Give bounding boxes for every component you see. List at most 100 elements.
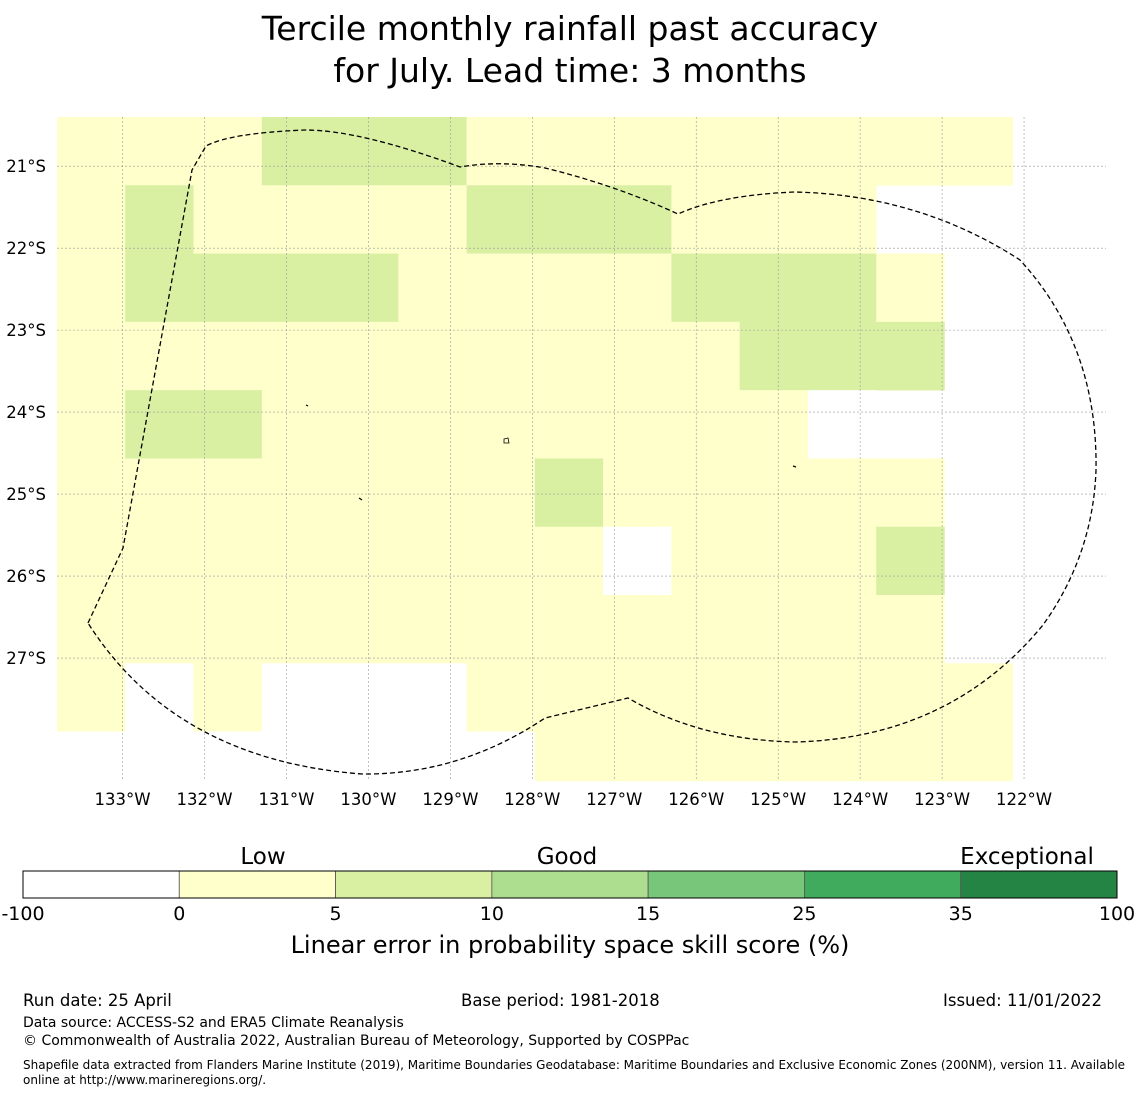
skill-cell [603, 321, 672, 391]
skill-cell [193, 731, 263, 782]
chart-title-line1: Tercile monthly rainfall past accuracy [261, 9, 879, 48]
skill-cell [57, 458, 126, 528]
skill-cell [534, 594, 604, 664]
lon-tick-label: 125°W [750, 790, 806, 809]
lat-tick-label: 26°S [6, 567, 46, 586]
skill-cell [807, 117, 877, 186]
skill-cell [466, 390, 536, 459]
chart-title-line2: for July. Lead time: 3 months [333, 51, 807, 90]
skill-cell [330, 594, 399, 664]
colorbar-segment [804, 870, 962, 899]
skill-cell [671, 594, 740, 664]
skill-cell [398, 594, 467, 664]
run-date: Run date: 25 April [23, 991, 172, 1010]
skill-cell [807, 253, 877, 323]
skill-cell [671, 390, 740, 459]
lon-tick-label: 126°W [668, 790, 724, 809]
lon-tick-label: 128°W [504, 790, 560, 809]
lat-tick-label: 25°S [6, 485, 46, 504]
skill-cell [603, 594, 672, 664]
colorbar-category-label: Low [240, 844, 285, 870]
colorbar-segment [22, 870, 180, 899]
island-outline [503, 437, 510, 444]
skill-cell [57, 253, 126, 323]
skill-cell [193, 185, 263, 254]
skill-cell [398, 321, 467, 391]
skill-cell [193, 663, 263, 732]
skill-cell [534, 117, 604, 186]
island-outline [792, 465, 797, 468]
skill-cell [671, 458, 740, 528]
skill-cell [807, 594, 877, 664]
eez-boundary [87, 129, 1097, 775]
skill-cell [603, 390, 672, 459]
skill-cell [603, 458, 672, 528]
data-source: Data source: ACCESS-S2 and ERA5 Climate … [23, 1015, 404, 1031]
skill-cell [398, 253, 467, 323]
longitude-tick-labels: 133°W 132°W 131°W 130°W 129°W 128°W 127°W 126°W… [95, 790, 1053, 809]
graticule [57, 117, 1106, 781]
skill-cell [944, 117, 1014, 186]
skill-cell [807, 663, 877, 732]
skill-cell [398, 458, 467, 528]
skill-cell [125, 390, 194, 459]
skill-cell [125, 526, 194, 596]
skill-cell [193, 594, 263, 664]
shapefile-credit: Shapefile data extracted from Flanders M… [23, 1058, 1126, 1087]
skill-cell [398, 526, 467, 596]
colorbar-tick-label: 25 [792, 903, 816, 925]
skill-cell [398, 731, 467, 782]
skill-cell [671, 185, 740, 254]
skill-cell [671, 253, 740, 323]
skill-cell [261, 731, 331, 782]
base-period: Base period: 1981-2018 [461, 991, 660, 1010]
skill-cell [603, 117, 672, 186]
colorbar-category-label: Exceptional [960, 844, 1094, 870]
skill-cell [193, 253, 263, 323]
skill-cell [261, 663, 331, 732]
skill-cell [125, 458, 194, 528]
lat-tick-label: 22°S [6, 239, 46, 258]
island-outline [358, 497, 363, 501]
skill-cell [671, 526, 740, 596]
island-outline [305, 404, 309, 407]
skill-cell [57, 594, 126, 664]
skill-cell [534, 731, 604, 782]
skill-cell [261, 321, 331, 391]
skill-cell [330, 390, 399, 459]
skill-cell [57, 117, 126, 186]
skill-cell [807, 321, 877, 391]
colorbar-segment [647, 870, 805, 899]
skill-cell [57, 663, 126, 732]
lat-tick-label: 27°S [6, 649, 46, 668]
skill-cell [57, 185, 126, 254]
colorbar [22, 870, 1118, 899]
skill-cell [261, 458, 331, 528]
skill-cell [876, 253, 945, 323]
skill-cell [125, 321, 194, 391]
skill-cell [261, 253, 331, 323]
skill-cell [534, 390, 604, 459]
skill-cell [876, 594, 945, 664]
skill-cell [193, 117, 263, 186]
skill-cell [125, 594, 194, 664]
skill-cell [57, 731, 126, 782]
skill-cell [739, 253, 809, 323]
skill-cell [466, 731, 536, 782]
skill-cell [193, 390, 263, 459]
skill-cell [534, 458, 604, 528]
lon-tick-label: 131°W [258, 790, 314, 809]
latitude-tick-labels: 21°S 22°S 23°S 24°S 25°S 26°S 27°S [6, 157, 46, 668]
issued-date: Issued: 11/01/2022 [943, 991, 1103, 1010]
skill-cell [739, 321, 809, 391]
skill-cell [466, 663, 536, 732]
colorbar-tick-label: 0 [173, 903, 185, 925]
skill-cell [398, 663, 467, 732]
skill-cell [807, 458, 877, 528]
lon-tick-label: 127°W [586, 790, 642, 809]
skill-cell [876, 731, 945, 782]
skill-cell [876, 663, 945, 732]
skill-cell [876, 117, 945, 186]
skill-cell [944, 663, 1014, 732]
